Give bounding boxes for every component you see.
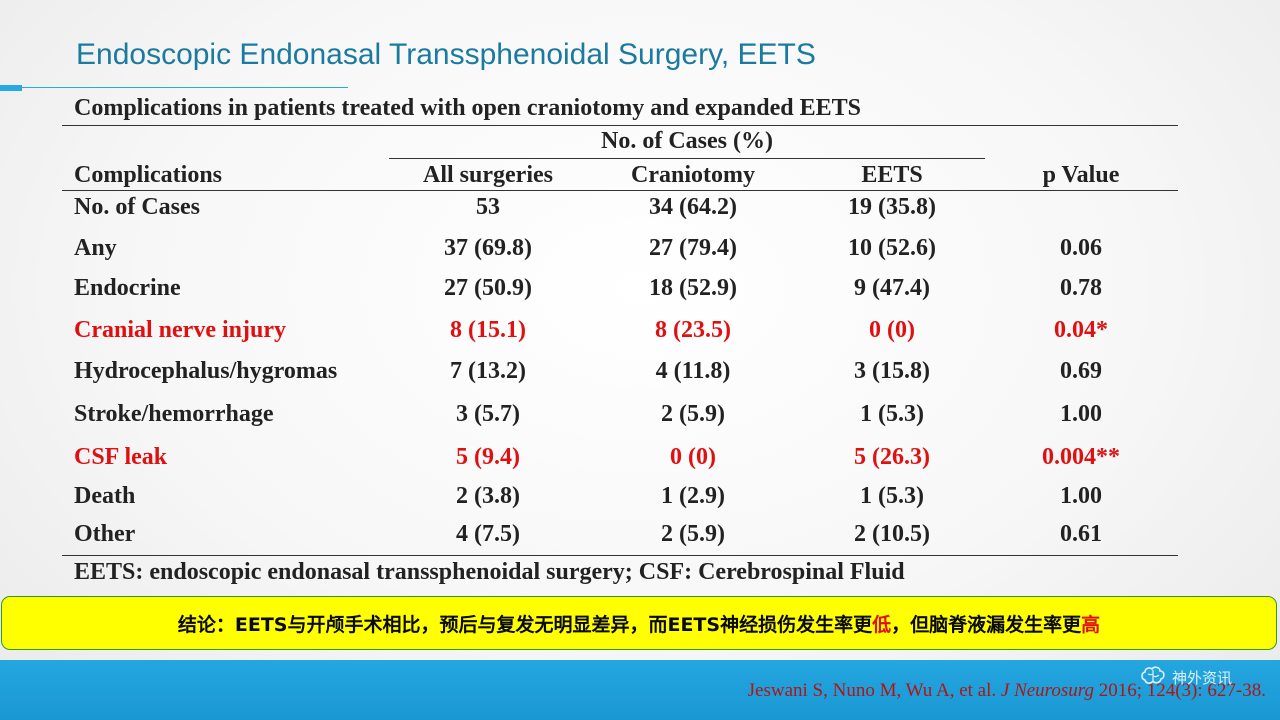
cell-p-value: 0.06 [1060,235,1102,261]
cell-craniotomy: 8 (23.5) [655,317,731,343]
table-caption: Complications in patients treated with o… [74,95,861,121]
cell-all-surgeries: 8 (15.1) [450,317,526,343]
conclusion-highlight-low: 低 [872,613,892,636]
cell-p-value: 1.00 [1060,401,1102,427]
cell-complication: Hydrocephalus/hygromas [74,358,338,384]
cell-eets: 5 (26.3) [854,444,930,470]
cell-complication: Cranial nerve injury [74,317,286,343]
cell-craniotomy: 2 (5.9) [661,521,725,547]
col-header-craniotomy: Craniotomy [631,162,755,188]
cell-complication: Any [74,235,117,261]
conclusion-highlight-high: 高 [1081,613,1101,636]
cell-all-surgeries: 37 (69.8) [444,235,532,261]
table-bottom-rule [62,555,1178,556]
col-header-p-value: p Value [1042,162,1120,188]
cell-eets: 10 (52.6) [848,235,936,261]
cell-p-value: 0.61 [1060,521,1102,547]
cell-p-value: 0.004** [1042,444,1120,470]
cell-complication: Stroke/hemorrhage [74,401,274,427]
cell-eets: 0 (0) [869,317,915,343]
cell-p-value: 0.04* [1054,317,1108,343]
cell-all-surgeries: 5 (9.4) [456,444,520,470]
col-header-all-surgeries: All surgeries [423,162,553,188]
cell-all-surgeries: 7 (13.2) [450,358,526,384]
cell-complication: No. of Cases [74,194,200,220]
watermark: 神外资讯 [1140,666,1232,688]
citation-authors: Jeswani S, Nuno M, Wu A, et al. [747,680,1001,701]
citation: Jeswani S, Nuno M, Wu A, et al. J Neuros… [748,680,1266,702]
cell-craniotomy: 0 (0) [670,444,716,470]
cell-eets: 1 (5.3) [860,401,924,427]
group-header-rule [389,158,985,159]
group-header: No. of Cases (%) [601,128,773,154]
header-bottom-rule [62,190,1178,191]
cell-craniotomy: 18 (52.9) [649,275,737,301]
cell-eets: 19 (35.8) [848,194,936,220]
cell-craniotomy: 4 (11.8) [655,358,731,384]
cell-complication: CSF leak [74,444,168,470]
cell-craniotomy: 2 (5.9) [661,401,725,427]
conclusion-box: 结论：EETS与开颅手术相比，预后与复发无明显差异，而EETS神经损伤发生率更低… [1,596,1277,650]
cell-p-value: 0.78 [1060,275,1102,301]
table-footnote: EETS: endoscopic endonasal transsphenoid… [74,559,905,585]
cell-complication: Death [74,483,136,509]
cell-eets: 3 (15.8) [854,358,930,384]
conclusion-text-2: ，但脑脊液漏发生率更 [891,613,1082,636]
cell-all-surgeries: 27 (50.9) [444,275,532,301]
watermark-text: 神外资讯 [1172,668,1233,687]
cell-all-surgeries: 53 [476,194,500,220]
cell-complication: Endocrine [74,275,181,301]
bottom-bar [0,660,1280,720]
cell-craniotomy: 34 (64.2) [649,194,737,220]
table-top-rule [62,125,1178,126]
citation-details: 2016; 124(3): 627-38. [1093,680,1266,701]
cell-eets: 9 (47.4) [854,275,930,301]
cell-p-value: 0.69 [1060,358,1102,384]
cell-complication: Other [74,521,136,547]
title-accent-line [22,87,348,88]
cell-p-value: 1.00 [1060,483,1102,509]
cell-all-surgeries: 2 (3.8) [456,483,520,509]
title-accent-bar [0,85,22,91]
conclusion-text-1: 结论：EETS与开颅手术相比，预后与复发无明显差异，而EETS神经损伤发生率更 [177,613,873,636]
cell-all-surgeries: 3 (5.7) [456,401,520,427]
col-header-eets: EETS [861,162,923,188]
cell-eets: 2 (10.5) [854,521,930,547]
brain-logo-icon [1140,666,1166,688]
cell-eets: 1 (5.3) [860,483,924,509]
cell-craniotomy: 27 (79.4) [649,235,737,261]
cell-all-surgeries: 4 (7.5) [456,521,520,547]
citation-journal: J Neurosurg [1000,680,1094,701]
cell-craniotomy: 1 (2.9) [661,483,725,509]
slide-title: Endoscopic Endonasal Transsphenoidal Sur… [76,38,816,71]
col-header-complications: Complications [74,162,223,188]
